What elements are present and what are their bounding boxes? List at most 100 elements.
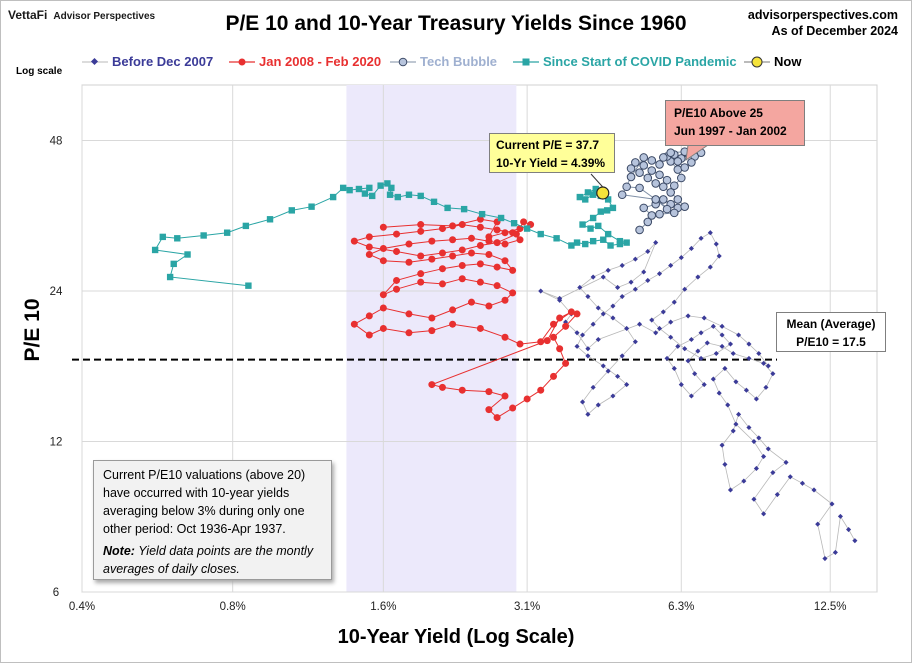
data-point (562, 359, 570, 367)
data-point (582, 240, 589, 248)
data-point (417, 252, 425, 260)
data-point (379, 257, 387, 265)
data-point (478, 210, 486, 218)
data-point (405, 240, 413, 248)
series-line (352, 218, 578, 419)
data-point (405, 191, 413, 198)
data-point (501, 257, 509, 265)
now-point (596, 186, 610, 200)
data-point (556, 314, 564, 322)
data-point (605, 267, 611, 273)
data-point (719, 323, 725, 329)
data-point (716, 253, 722, 259)
data-point (476, 223, 484, 231)
data-point (550, 333, 558, 341)
data-point (607, 242, 614, 249)
data-point (655, 170, 664, 180)
data-point (245, 282, 252, 289)
data-point (655, 160, 664, 169)
source-url: advisorperspectives.com (747, 8, 898, 22)
data-point (493, 226, 501, 234)
data-point (428, 381, 436, 389)
current-pe-callout: Current P/E = 37.7 10-Yr Yield = 4.39% (489, 133, 615, 173)
data-point (635, 168, 644, 177)
data-point (476, 215, 484, 223)
data-point (476, 260, 484, 268)
data-point (639, 153, 649, 162)
data-point (641, 269, 647, 275)
data-point (675, 343, 681, 349)
data-point (501, 392, 509, 400)
data-point (635, 225, 644, 235)
y-tick-label: 24 (50, 286, 63, 298)
shaded-low-yield-band (346, 85, 517, 592)
data-point (550, 320, 558, 328)
data-point (501, 296, 509, 304)
data-point (379, 223, 387, 231)
data-point (653, 240, 659, 246)
data-point (242, 222, 250, 230)
data-point (622, 182, 631, 192)
data-point (713, 241, 719, 247)
data-point (695, 348, 701, 354)
data-point (405, 310, 413, 318)
data-point (577, 284, 583, 290)
data-point (329, 193, 337, 201)
x-tick-label: 6.3% (668, 601, 694, 613)
brand-name: VettaFi (8, 8, 48, 22)
data-point (609, 204, 617, 212)
data-point (339, 184, 347, 192)
mean-callout-line2: P/E10 = 17.5 (796, 335, 866, 349)
data-point (428, 237, 436, 245)
data-point (637, 321, 643, 327)
data-point (428, 327, 436, 335)
data-point (604, 230, 612, 238)
data-point (365, 250, 373, 258)
tech-callout-line2: Jun 1997 - Jan 2002 (674, 124, 787, 138)
data-point (438, 265, 446, 273)
data-point (223, 229, 231, 236)
data-point (600, 236, 607, 243)
data-point (579, 332, 586, 338)
data-point (393, 285, 401, 293)
data-point (485, 388, 493, 396)
data-point (308, 203, 315, 210)
data-point (550, 372, 558, 380)
data-point (393, 230, 401, 238)
data-point (662, 175, 672, 185)
data-point (501, 333, 509, 341)
legend-item-2008-2020: Jan 2008 - Feb 2020 (229, 54, 381, 69)
data-point (733, 379, 739, 385)
data-point (662, 204, 672, 214)
data-point (449, 222, 457, 230)
data-point (365, 312, 373, 320)
data-point (595, 402, 601, 408)
data-point (476, 242, 484, 250)
data-point (619, 262, 625, 269)
data-point (485, 233, 493, 241)
data-point (584, 189, 592, 196)
current-yield-text: 10-Yr Yield = 4.39% (496, 156, 606, 170)
data-point (666, 188, 675, 197)
legend-label: Tech Bubble (420, 54, 498, 69)
data-point (467, 298, 475, 306)
legend-item-now: Now (744, 54, 801, 69)
data-point (346, 186, 353, 194)
data-point (509, 266, 517, 274)
data-point (639, 203, 649, 213)
data-point (449, 306, 457, 314)
data-point (678, 382, 684, 388)
x-tick-label: 12.5% (814, 601, 847, 613)
data-point (659, 182, 668, 192)
data-point (615, 284, 621, 290)
data-point (379, 291, 387, 299)
data-point (449, 320, 457, 328)
data-point (647, 166, 657, 175)
data-point (379, 324, 387, 332)
data-point (671, 299, 677, 305)
note-box: Current P/E10 valuations (above 20) have… (93, 460, 332, 580)
data-point (166, 273, 174, 281)
brand-logo: VettaFi Advisor Perspectives (8, 8, 155, 22)
data-point (651, 179, 660, 188)
data-point (635, 183, 644, 193)
